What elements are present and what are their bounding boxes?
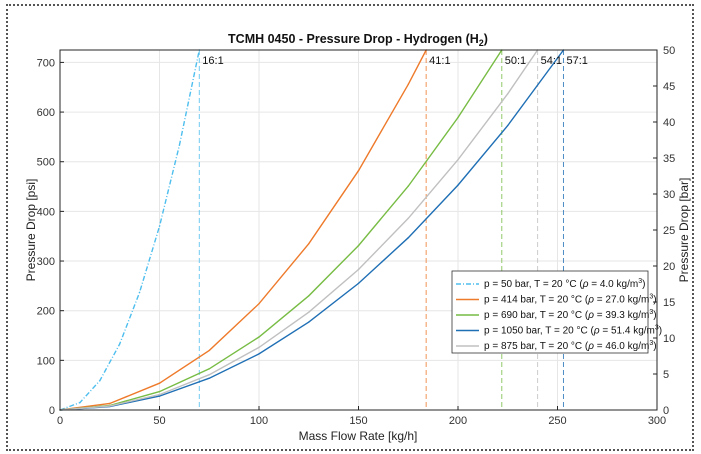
chart-title: TCMH 0450 - Pressure Drop - Hydrogen (H2… xyxy=(228,32,488,48)
data-point xyxy=(507,93,509,95)
y-right-tick-label: 5 xyxy=(663,369,669,381)
data-point xyxy=(258,353,260,355)
y-right-axis-ticks: 0 5 10 15 20 25 30 35 40 45 50 xyxy=(653,45,675,417)
y-left-tick-label: 0 xyxy=(49,405,55,417)
x-tick-label: 150 xyxy=(349,415,367,427)
data-point xyxy=(507,124,509,127)
data-point xyxy=(99,380,101,382)
x-axis-ticks: 0 50 100 150 200 250 300 xyxy=(57,406,666,427)
y-left-axis-ticks: 0 100 200 300 400 500 600 700 xyxy=(37,57,64,417)
y-left-axis-label: Pressure Drop [psi] xyxy=(24,179,38,282)
y-right-tick-label: 30 xyxy=(663,189,675,201)
x-tick-label: 0 xyxy=(57,415,63,427)
ratio-label: 50:1 xyxy=(505,55,526,67)
x-tick-label: 300 xyxy=(648,415,666,427)
y-right-tick-label: 45 xyxy=(663,81,675,93)
legend-label: p = 414 bar, T = 20 °C (ρ = 27.0 kg/m3) xyxy=(484,294,657,306)
data-point xyxy=(138,291,141,293)
x-axis-label: Mass Flow Rate [kg/h] xyxy=(299,429,418,443)
legend-label: p = 690 bar, T = 20 °C (ρ = 39.3 kg/m3) xyxy=(484,309,657,321)
data-point xyxy=(158,382,161,384)
series-line xyxy=(59,49,503,411)
data-point xyxy=(308,295,310,297)
ratio-label: 41:1 xyxy=(429,55,450,67)
data-point xyxy=(208,349,210,352)
data-point xyxy=(158,395,161,397)
ratio-label: 16:1 xyxy=(202,55,223,67)
data-point xyxy=(407,185,409,187)
data-point xyxy=(357,244,360,247)
data-point xyxy=(158,225,161,227)
y-left-tick-label: 300 xyxy=(37,256,55,268)
y-right-tick-label: 50 xyxy=(663,45,675,57)
data-point xyxy=(178,144,181,146)
y-right-tick-label: 20 xyxy=(663,261,675,273)
series-line xyxy=(59,49,200,411)
data-point xyxy=(407,237,409,239)
y-left-tick-label: 700 xyxy=(37,57,55,69)
data-point xyxy=(357,268,360,271)
data-point xyxy=(457,159,459,161)
x-tick-label: 50 xyxy=(153,415,165,427)
y-right-tick-label: 10 xyxy=(663,333,675,345)
data-point xyxy=(208,368,210,370)
x-tick-label: 100 xyxy=(250,415,268,427)
legend-label: p = 50 bar, T = 20 °C (ρ = 4.0 kg/m3) xyxy=(484,278,645,290)
ratio-label: 54:1 xyxy=(541,55,562,67)
y-right-axis-label: Pressure Drop [bar] xyxy=(677,178,691,283)
data-point xyxy=(109,405,111,407)
data-point xyxy=(109,402,111,405)
data-point xyxy=(158,393,161,396)
data-point xyxy=(258,346,260,349)
data-point xyxy=(308,321,310,323)
y-right-tick-label: 25 xyxy=(663,225,675,237)
y-left-tick-label: 100 xyxy=(37,355,55,367)
data-point xyxy=(79,401,81,404)
legend-label: p = 1050 bar, T = 20 °C (ρ = 51.4 kg/m3) xyxy=(484,325,662,337)
data-point xyxy=(258,336,260,338)
data-point xyxy=(208,377,210,379)
data-point xyxy=(457,184,459,186)
data-point xyxy=(258,303,260,305)
legend-label: p = 875 bar, T = 20 °C (ρ = 46.0 kg/m3) xyxy=(484,340,657,352)
data-point xyxy=(208,374,210,376)
y-left-tick-label: 500 xyxy=(37,157,55,169)
ratio-label: 57:1 xyxy=(566,55,587,67)
series-curves xyxy=(59,49,565,411)
figure-frame xyxy=(6,4,694,451)
ratio-labels: 16:1 41:1 50:1 57:1 54:1 xyxy=(202,55,588,67)
data-point xyxy=(308,243,310,245)
data-point xyxy=(357,282,360,285)
y-left-tick-label: 200 xyxy=(37,306,55,318)
x-tick-label: 200 xyxy=(449,415,467,427)
data-point xyxy=(158,390,161,393)
legend: p = 50 bar, T = 20 °C (ρ = 4.0 kg/m3) p =… xyxy=(451,270,662,354)
data-point xyxy=(357,170,360,172)
y-right-tick-label: 35 xyxy=(663,153,675,165)
legend-box xyxy=(451,270,649,354)
data-point xyxy=(457,116,459,119)
y-right-tick-label: 15 xyxy=(663,297,675,309)
y-left-tick-label: 400 xyxy=(37,206,55,218)
data-point xyxy=(407,83,409,86)
data-point xyxy=(119,343,121,345)
y-right-tick-label: 40 xyxy=(663,117,675,129)
data-point xyxy=(407,217,409,219)
y-left-tick-label: 600 xyxy=(37,107,55,119)
y-right-tick-label: 0 xyxy=(663,405,669,417)
x-tick-label: 250 xyxy=(548,415,566,427)
data-point xyxy=(308,311,310,313)
